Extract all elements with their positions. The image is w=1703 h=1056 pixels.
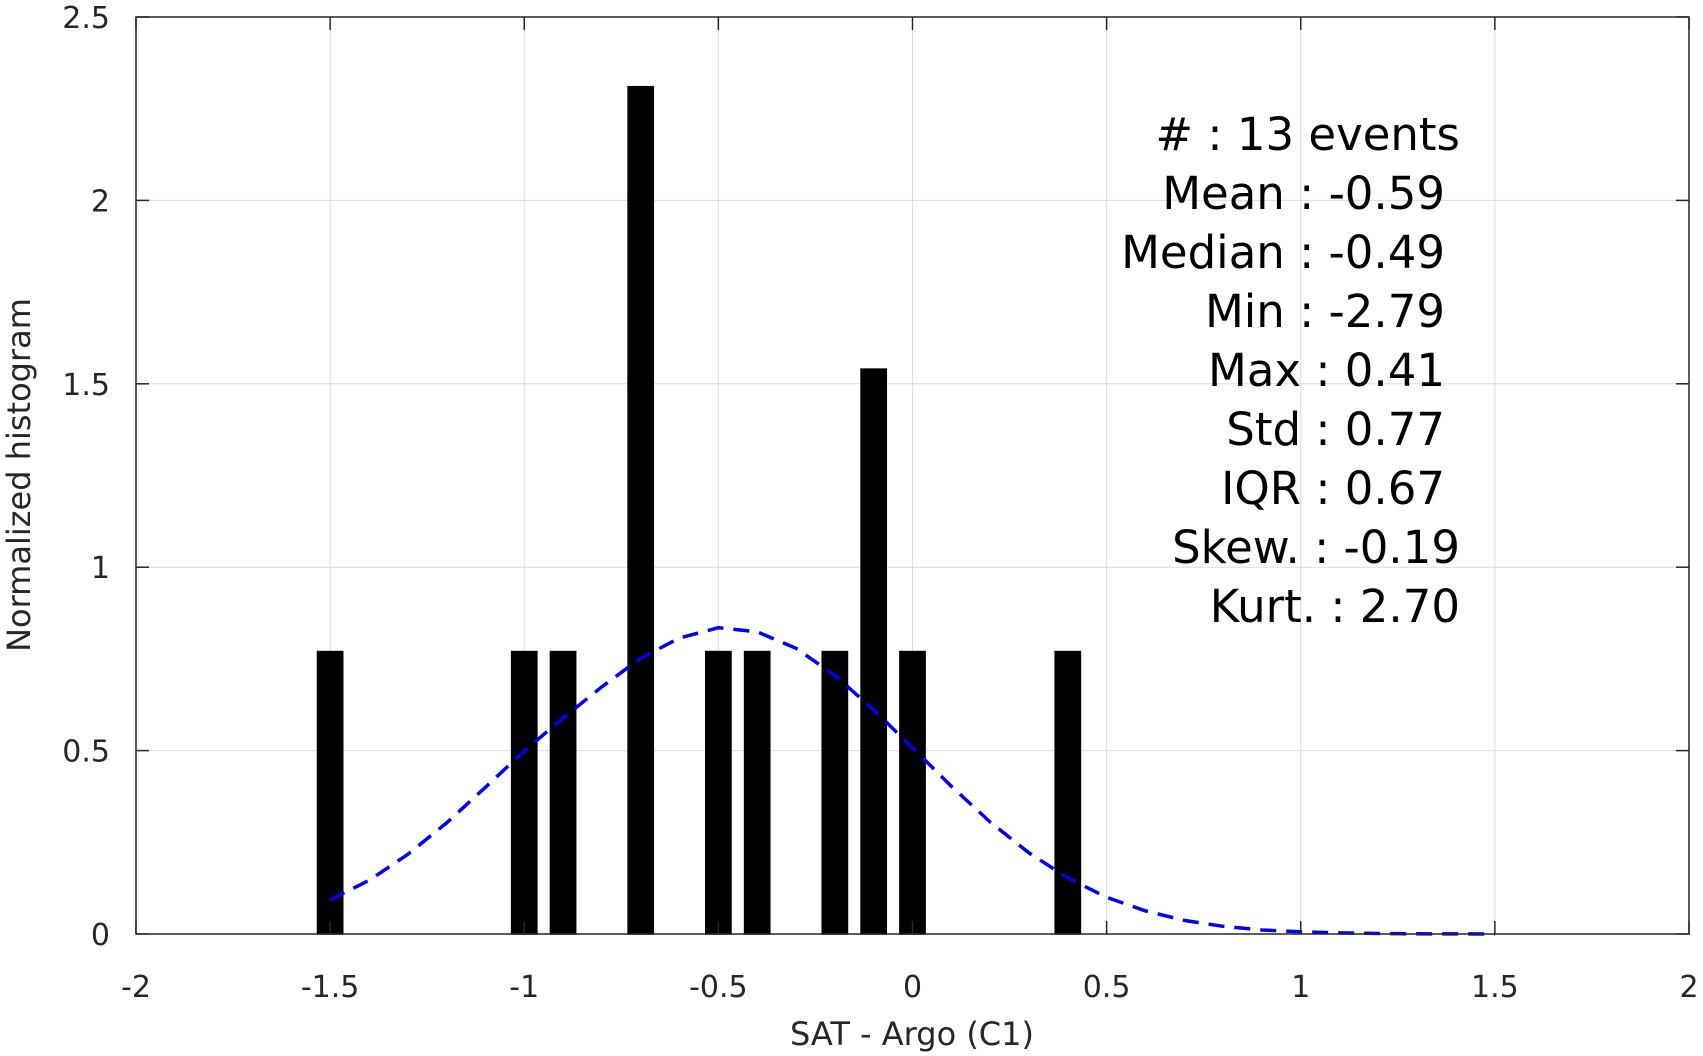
stats-line: Min : -2.79 <box>1205 285 1445 338</box>
stats-line: Mean : -0.59 <box>1162 167 1445 220</box>
y-tick-label: 2.5 <box>62 1 110 36</box>
histogram-bar <box>743 650 771 935</box>
histogram-bar <box>899 650 926 935</box>
y-tick-labels: 0 0.5 1 1.5 2 2.5 <box>62 1 110 953</box>
histogram-bar <box>627 85 655 935</box>
y-tick-label: 0.5 <box>62 735 110 770</box>
x-tick-label: 1.5 <box>1471 970 1519 1005</box>
stats-line: Kurt. : 2.70 <box>1210 580 1460 633</box>
x-tick-label: 0 <box>903 970 922 1005</box>
statistics-box: # : 13 events Mean : -0.59 Median : -0.49 M… <box>1121 108 1460 633</box>
histogram-bars <box>316 85 1082 935</box>
x-tick-label: 1 <box>1291 970 1310 1005</box>
histogram-bar <box>705 650 732 935</box>
x-tick-label: -0.5 <box>689 970 748 1005</box>
stats-line: Max : 0.41 <box>1208 344 1445 397</box>
x-tick-label: -1 <box>509 970 539 1005</box>
y-axis-label: Normalized histogram <box>0 298 38 652</box>
y-tick-label: 0 <box>91 918 110 953</box>
stats-line: Median : -0.49 <box>1121 226 1445 279</box>
histogram-bar <box>1054 650 1082 935</box>
y-tick-label: 1.5 <box>62 368 110 403</box>
x-tick-labels: -2 -1.5 -1 -0.5 0 0.5 1 1.5 2 <box>121 970 1699 1005</box>
histogram-bar <box>510 650 538 935</box>
histogram-bar <box>860 368 888 935</box>
histogram-bar <box>549 650 577 935</box>
x-tick-label: 0.5 <box>1083 970 1131 1005</box>
x-tick-label: -2 <box>121 970 151 1005</box>
stats-line: Skew. : -0.19 <box>1172 521 1460 574</box>
histogram-bar <box>316 650 344 935</box>
y-tick-label: 1 <box>91 551 110 586</box>
stats-line: # : 13 events <box>1155 108 1460 161</box>
histogram-bar <box>821 650 849 935</box>
stats-line: IQR : 0.67 <box>1221 462 1445 515</box>
y-tick-label: 2 <box>91 184 110 219</box>
x-tick-label: -1.5 <box>301 970 360 1005</box>
x-axis-label: SAT - Argo (C1) <box>790 1015 1034 1053</box>
x-tick-label: 2 <box>1679 970 1698 1005</box>
axis-ticks <box>135 16 1690 935</box>
stats-line: Std : 0.77 <box>1226 403 1445 456</box>
